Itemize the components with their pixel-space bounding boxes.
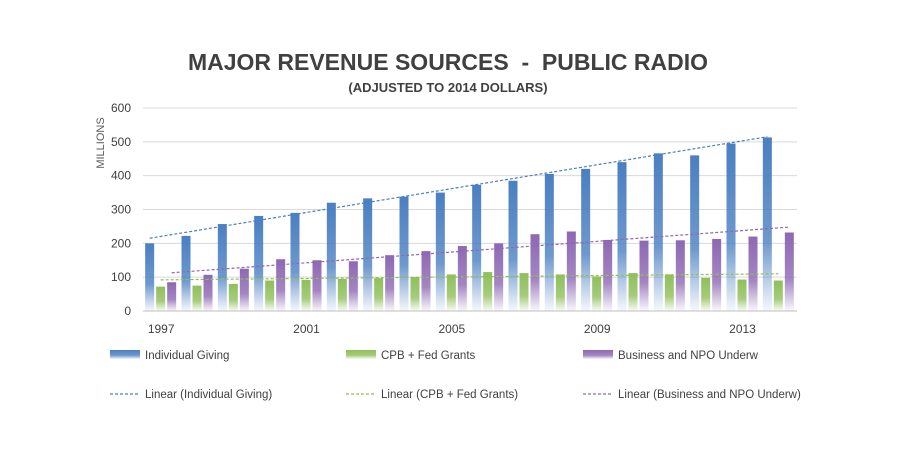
legend-label: Business and NPO Underw xyxy=(618,350,759,362)
y-tick-labels: 0 100 200 300 400 500 600 xyxy=(111,101,131,318)
bar xyxy=(385,255,395,311)
chart-title: MAJOR REVENUE SOURCES - PUBLIC RADIO xyxy=(188,49,708,75)
bar xyxy=(446,274,456,311)
x-tick-label: 2013 xyxy=(729,322,756,336)
legend-label: Linear (Individual Giving) xyxy=(145,389,272,401)
bar xyxy=(773,280,783,311)
bar xyxy=(181,235,191,311)
y-tick-label: 300 xyxy=(111,203,131,217)
bar xyxy=(544,173,554,311)
x-tick-label: 2005 xyxy=(438,322,465,336)
bar xyxy=(301,279,311,311)
bar xyxy=(421,251,431,311)
bar xyxy=(494,243,504,311)
y-tick-label: 0 xyxy=(124,304,131,318)
bar xyxy=(363,198,373,311)
bars xyxy=(145,137,794,311)
bar xyxy=(664,274,674,311)
bar xyxy=(254,215,264,311)
chart-subtitle: (ADJUSTED TO 2014 DOLLARS) xyxy=(348,80,547,95)
trendline xyxy=(160,273,779,281)
legend-label: Linear (CPB + Fed Grants) xyxy=(381,389,518,401)
legend-label: CPB + Fed Grants xyxy=(381,350,476,362)
bar xyxy=(617,162,627,311)
x-tick-labels: 1997 2001 2005 2009 2013 xyxy=(148,322,756,336)
y-tick-label: 400 xyxy=(111,169,131,183)
bar xyxy=(592,276,602,311)
bar xyxy=(457,246,467,311)
bar xyxy=(145,243,155,311)
legend-swatch xyxy=(110,350,140,359)
bar xyxy=(399,196,409,311)
trendlines xyxy=(149,136,790,281)
bar xyxy=(410,277,420,311)
bar xyxy=(326,202,336,311)
bar xyxy=(290,212,300,311)
bar xyxy=(555,274,565,311)
legend-swatch xyxy=(346,350,376,359)
bar xyxy=(639,240,649,311)
bar xyxy=(228,283,238,311)
bar xyxy=(337,278,347,311)
y-tick-label: 500 xyxy=(111,135,131,149)
y-tick-label: 100 xyxy=(111,270,131,284)
bar xyxy=(762,137,772,311)
bar xyxy=(581,168,591,311)
x-tick-label: 2009 xyxy=(584,322,611,336)
x-tick-label: 2001 xyxy=(293,322,320,336)
bar xyxy=(217,224,227,311)
bar xyxy=(312,260,322,311)
y-tick-label: 200 xyxy=(111,236,131,250)
bar xyxy=(675,240,685,311)
bar xyxy=(737,279,747,311)
bar xyxy=(483,272,493,311)
legend-label: Linear (Business and NPO Underw) xyxy=(618,389,801,401)
bar xyxy=(192,285,202,311)
bar xyxy=(566,231,576,311)
bar xyxy=(156,286,166,311)
bar xyxy=(167,282,177,311)
bar xyxy=(203,274,213,311)
legend-swatch xyxy=(583,350,613,359)
y-tick-label: 600 xyxy=(111,101,131,115)
bar xyxy=(239,268,249,311)
bar xyxy=(530,234,540,311)
bar xyxy=(701,277,711,311)
trendline xyxy=(149,136,768,239)
bar xyxy=(628,273,638,311)
x-tick-label: 1997 xyxy=(148,322,175,336)
bar xyxy=(348,261,358,311)
bar xyxy=(265,280,275,311)
bar xyxy=(435,192,445,311)
grid-lines xyxy=(143,107,797,312)
y-axis-label: MILLIONS xyxy=(95,117,107,168)
bar xyxy=(653,153,663,311)
bar xyxy=(519,273,529,311)
trendline xyxy=(171,226,790,274)
legend: Individual Giving CPB + Fed Grants Busines… xyxy=(110,350,801,401)
legend-label: Individual Giving xyxy=(145,350,229,362)
bar xyxy=(690,155,700,311)
bar xyxy=(276,259,286,311)
bar xyxy=(374,278,384,311)
bar xyxy=(726,143,736,311)
bar xyxy=(508,180,518,311)
bar xyxy=(472,184,482,311)
bar xyxy=(784,232,794,311)
